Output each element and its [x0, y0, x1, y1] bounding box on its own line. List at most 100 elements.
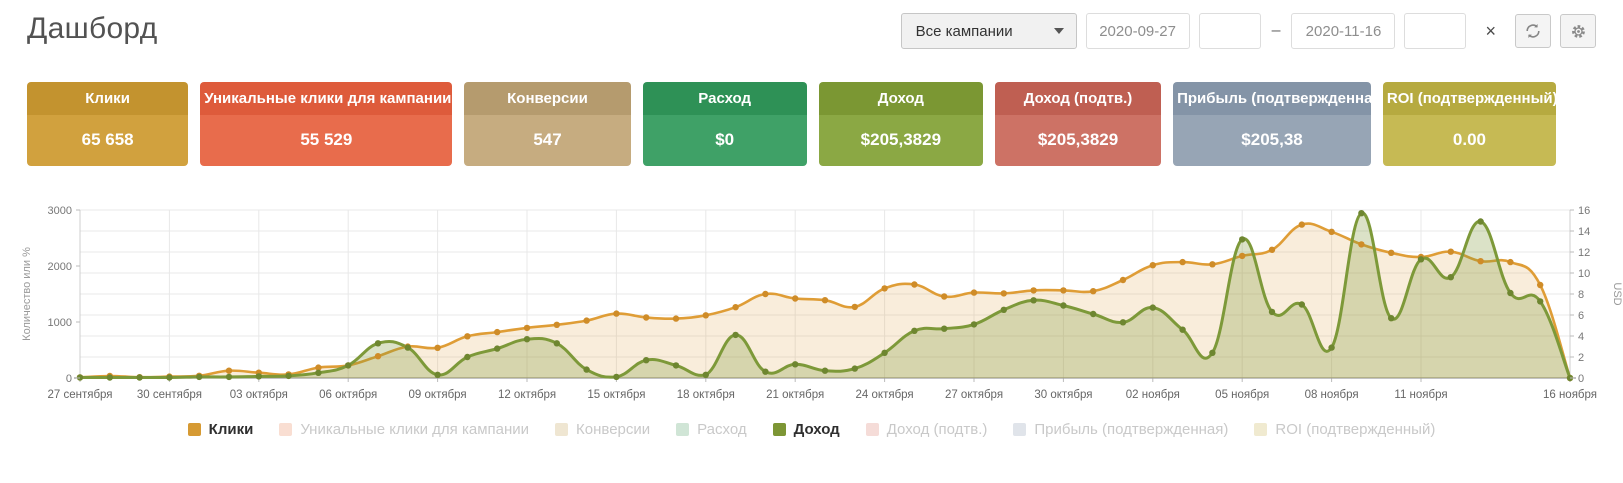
- svg-text:14: 14: [1578, 226, 1590, 238]
- svg-text:2: 2: [1578, 352, 1584, 364]
- refresh-button[interactable]: [1515, 14, 1551, 48]
- stat-card-1: Клики 65 658: [27, 82, 189, 166]
- legend-swatch: [1254, 423, 1268, 436]
- stat-card-value: 55 529: [200, 115, 453, 166]
- stat-card-value: $205,38: [1173, 115, 1371, 166]
- time-to-input[interactable]: [1404, 13, 1467, 49]
- legend-swatch: [555, 423, 569, 436]
- svg-text:11 ноября: 11 ноября: [1394, 389, 1447, 401]
- legend-swatch: [279, 423, 293, 436]
- svg-text:06 октября: 06 октября: [319, 389, 377, 401]
- legend-label: Прибыль (подтвержденная): [1034, 421, 1229, 438]
- svg-text:09 октября: 09 октября: [409, 389, 467, 401]
- stat-card-label: Доход (подтв.): [994, 82, 1162, 115]
- stat-card-label: Прибыль (подтвержденная): [1173, 82, 1371, 115]
- stat-card-label: Доход: [818, 82, 983, 115]
- chart-area: 0 1000 2000 3000 0 2 4 6 8 10 12 14 16 27 сентября 30 …: [0, 196, 1623, 438]
- svg-text:USD: USD: [1611, 282, 1623, 305]
- svg-text:3000: 3000: [48, 205, 72, 217]
- svg-text:12 октября: 12 октября: [498, 389, 556, 401]
- stat-card-value: $0: [642, 115, 807, 166]
- legend-swatch: [772, 423, 786, 436]
- campaign-select-value: Все кампании: [915, 22, 1013, 40]
- stat-card-8: ROI (подтвержденный) 0.00: [1382, 82, 1556, 166]
- legend-label: Доход (подтв.): [886, 421, 988, 438]
- legend-item[interactable]: Расход: [676, 421, 747, 438]
- svg-text:24 октября: 24 октября: [856, 389, 914, 401]
- svg-text:05 ноября: 05 ноября: [1215, 389, 1269, 401]
- legend-label: Клики: [208, 421, 254, 438]
- legend-item[interactable]: Доход (подтв.): [865, 421, 988, 438]
- legend-label: Расход: [697, 421, 747, 438]
- legend-item[interactable]: Прибыль (подтвержденная): [1013, 421, 1228, 438]
- svg-text:30 сентября: 30 сентября: [137, 389, 202, 401]
- svg-text:1000: 1000: [48, 317, 72, 329]
- legend-item[interactable]: Клики: [187, 421, 254, 438]
- svg-text:0: 0: [66, 373, 72, 385]
- stat-card-7: Прибыль (подтвержденная) $205,38: [1173, 82, 1371, 166]
- stat-card-label: ROI (подтвержденный): [1382, 82, 1556, 115]
- legend-label: Уникальные клики для кампании: [300, 421, 530, 438]
- svg-text:02 ноября: 02 ноября: [1126, 389, 1180, 401]
- campaign-select[interactable]: Все кампании: [900, 13, 1077, 49]
- date-to-input[interactable]: [1291, 13, 1396, 49]
- svg-text:18 октября: 18 октября: [677, 389, 735, 401]
- stat-card-6: Доход (подтв.) $205,3829: [994, 82, 1162, 166]
- page-title: Дашборд: [27, 12, 158, 45]
- legend-label: ROI (подтвержденный): [1275, 421, 1436, 438]
- stat-card-label: Уникальные клики для кампании: [200, 82, 453, 115]
- svg-text:12: 12: [1578, 247, 1590, 259]
- stat-card-value: 0.00: [1382, 115, 1556, 166]
- refresh-icon: [1525, 23, 1541, 39]
- svg-text:27 октября: 27 октября: [945, 389, 1003, 401]
- stat-cards-row: Клики 65 658 Уникальные клики для кампании…: [27, 82, 1556, 166]
- svg-text:27 сентября: 27 сентября: [47, 389, 112, 401]
- stat-card-label: Расход: [642, 82, 807, 115]
- legend-label: Доход: [793, 421, 840, 438]
- topbar: Дашборд Все кампании – ×: [0, 0, 1623, 49]
- legend-swatch: [187, 423, 201, 436]
- legend-item[interactable]: Доход: [772, 421, 840, 438]
- svg-text:Количество или %: Количество или %: [21, 247, 33, 341]
- stat-card-value: $205,3829: [994, 115, 1162, 166]
- clear-dates-button[interactable]: ×: [1485, 21, 1496, 41]
- svg-text:08 ноября: 08 ноября: [1305, 389, 1359, 401]
- legend-swatch: [676, 423, 690, 436]
- time-from-input[interactable]: [1198, 13, 1261, 49]
- stat-card-4: Расход $0: [642, 82, 807, 166]
- chart-legend: Клики Уникальные клики для кампании Конвер…: [0, 421, 1623, 438]
- legend-item[interactable]: Уникальные клики для кампании: [279, 421, 529, 438]
- svg-text:03 октября: 03 октября: [230, 389, 288, 401]
- chevron-down-icon: [1053, 28, 1064, 34]
- legend-item[interactable]: ROI (подтвержденный): [1254, 421, 1435, 438]
- stat-card-value: 547: [464, 115, 631, 166]
- date-range-separator: –: [1271, 22, 1281, 39]
- header-controls: Все кампании – ×: [900, 13, 1596, 49]
- legend-item[interactable]: Конверсии: [555, 421, 650, 438]
- svg-text:21 октября: 21 октября: [766, 389, 824, 401]
- svg-text:0: 0: [1578, 373, 1584, 385]
- stat-card-label: Клики: [27, 82, 189, 115]
- gear-icon: [1570, 23, 1587, 40]
- legend-swatch: [865, 423, 879, 436]
- svg-text:10: 10: [1578, 268, 1590, 280]
- stat-card-5: Доход $205,3829: [818, 82, 983, 166]
- svg-text:16 ноября: 16 ноября: [1543, 389, 1597, 401]
- svg-text:30 октября: 30 октября: [1034, 389, 1092, 401]
- svg-text:4: 4: [1578, 331, 1584, 343]
- stat-card-value: $205,3829: [818, 115, 983, 166]
- stat-card-2: Уникальные клики для кампании 55 529: [200, 82, 453, 166]
- settings-button[interactable]: [1560, 14, 1596, 48]
- stat-card-label: Конверсии: [464, 82, 631, 115]
- svg-text:15 октября: 15 октября: [587, 389, 645, 401]
- legend-swatch: [1013, 423, 1027, 436]
- svg-text:8: 8: [1578, 289, 1584, 301]
- traffic-revenue-chart: 0 1000 2000 3000 0 2 4 6 8 10 12 14 16 27 сентября 30 …: [21, 205, 1623, 401]
- stat-card-value: 65 658: [27, 115, 189, 166]
- svg-text:16: 16: [1578, 205, 1590, 217]
- date-from-input[interactable]: [1085, 13, 1190, 49]
- svg-text:2000: 2000: [48, 261, 72, 273]
- stat-card-3: Конверсии 547: [464, 82, 631, 166]
- svg-text:6: 6: [1578, 310, 1584, 322]
- legend-label: Конверсии: [576, 421, 651, 438]
